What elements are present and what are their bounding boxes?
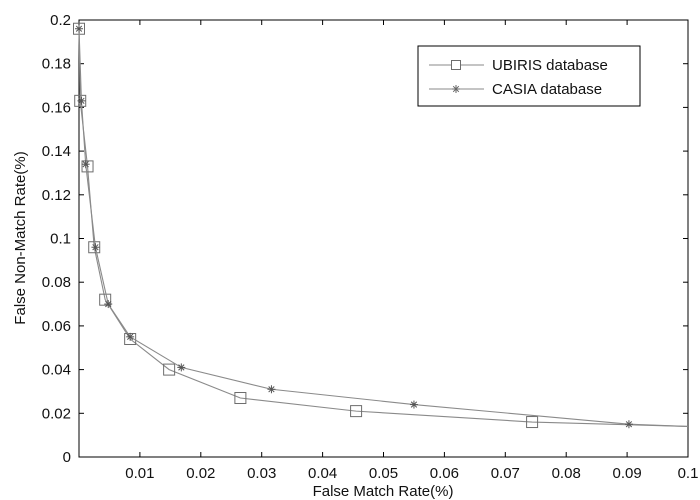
data-point-star xyxy=(75,24,83,33)
legend-marker-casia xyxy=(452,85,460,93)
series-layer xyxy=(73,22,689,429)
data-point-square xyxy=(526,416,539,429)
y-tick-label: 0.1 xyxy=(50,231,71,248)
x-tick-label: 0.04 xyxy=(308,465,337,482)
legend-marker-ubiris xyxy=(451,60,461,70)
data-point-star xyxy=(409,400,418,409)
data-point-star xyxy=(77,96,86,105)
data-point-star xyxy=(91,243,100,252)
data-point-star xyxy=(267,385,276,394)
legend-label-ubiris: UBIRIS database xyxy=(492,57,608,74)
star-stroke xyxy=(178,364,185,371)
x-axis-label: False Match Rate(%) xyxy=(313,483,454,500)
data-point-square xyxy=(81,160,94,173)
x-tick-label: 0.09 xyxy=(612,465,641,482)
x-tick-label: 0.07 xyxy=(491,465,520,482)
x-tick-label: 0.03 xyxy=(247,465,276,482)
y-tick-label: 0.08 xyxy=(42,274,71,291)
legend-label-casia: CASIA database xyxy=(492,81,602,98)
data-point-star xyxy=(126,332,135,341)
y-tick-label: 0.06 xyxy=(42,318,71,335)
data-point-square xyxy=(74,94,87,107)
data-point-square xyxy=(234,392,247,405)
y-tick-label: 0.16 xyxy=(42,99,71,116)
x-tick-label: 0.05 xyxy=(369,465,398,482)
data-point-square xyxy=(88,241,101,254)
star-stroke xyxy=(268,386,275,393)
star-stroke xyxy=(105,300,112,308)
y-tick-label: 0.14 xyxy=(42,143,71,160)
data-point-square xyxy=(163,363,176,376)
data-point-star xyxy=(177,363,186,372)
x-tick-label: 0.02 xyxy=(186,465,215,482)
x-tick-label: 0.01 xyxy=(125,465,154,482)
legend-box xyxy=(417,45,641,107)
star-stroke xyxy=(75,25,83,32)
data-point-star xyxy=(624,420,633,429)
star-stroke xyxy=(410,401,418,408)
y-tick-label: 0.04 xyxy=(42,362,71,379)
x-axis-ticks: 0.01 0.02 0.03 0.04 0.05 0.06 0.07 0.08 0.09 0.1 xyxy=(125,20,698,482)
star-stroke xyxy=(92,244,99,251)
y-tick-label: 0.18 xyxy=(42,56,71,73)
y-tick-label: 0.2 xyxy=(50,12,71,29)
star-stroke xyxy=(127,333,134,340)
legend: UBIRIS database CASIA database xyxy=(417,45,641,107)
y-axis-ticks: 0 0.02 0.04 0.06 0.08 0.1 0.12 0.14 0.16 0.18 0.2 xyxy=(42,12,688,466)
y-tick-label: 0.02 xyxy=(42,405,71,422)
x-tick-label: 0.06 xyxy=(430,465,459,482)
data-point-square xyxy=(350,405,363,418)
x-tick-label: 0.1 xyxy=(678,465,699,482)
data-point-star xyxy=(104,300,113,309)
star-stroke xyxy=(78,97,85,104)
x-tick-label: 0.08 xyxy=(552,465,581,482)
y-tick-label: 0 xyxy=(63,449,71,466)
y-axis-label: False Non-Match Rate(%) xyxy=(12,151,29,324)
star-stroke xyxy=(82,161,89,168)
data-point-square xyxy=(99,293,112,306)
data-point-star xyxy=(81,160,90,169)
y-tick-label: 0.12 xyxy=(42,187,71,204)
star-stroke xyxy=(625,421,633,428)
